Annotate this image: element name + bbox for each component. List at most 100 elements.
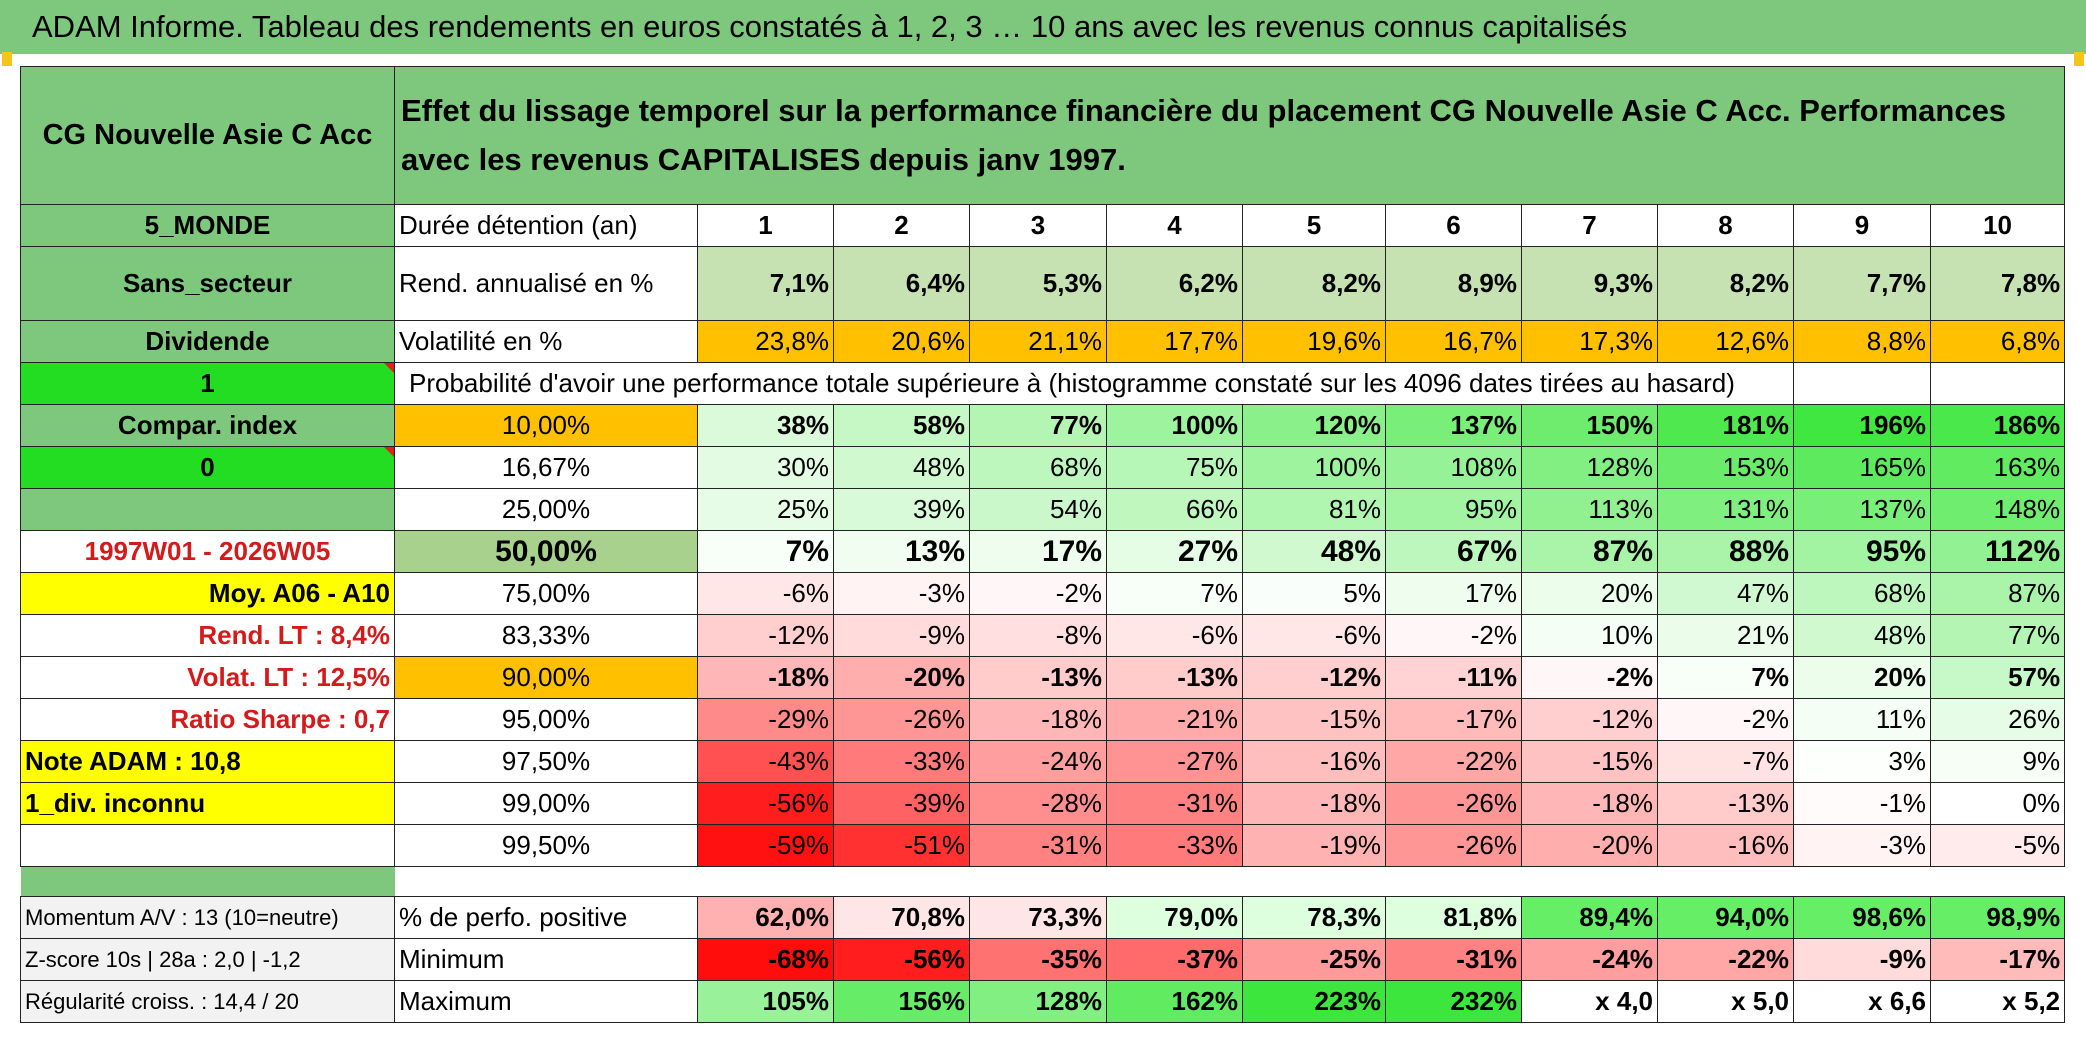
prob-value-cell: 95%: [1385, 488, 1522, 531]
corner-marker: [2, 52, 12, 66]
prob-value-cell: -43%: [697, 740, 834, 783]
prob-value-cell: -17%: [1385, 698, 1522, 741]
years-row: 5_MONDE Durée détention (an) 1 2 3 4 5 6…: [20, 204, 2066, 247]
bottom-row-label: % de perfo. positive: [394, 896, 698, 939]
prob-label: Probabilité d'avoir une performance tota…: [394, 362, 1794, 405]
prob-value-cell: -9%: [833, 614, 970, 657]
bottom-value-cell: 98,9%: [1929, 896, 2066, 939]
prob-value-cell: 48%: [833, 446, 970, 489]
spacer: [395, 867, 2065, 897]
prob-value-cell: -15%: [1521, 740, 1658, 783]
bottom-left-label: Momentum A/V : 13 (10=neutre): [20, 896, 395, 939]
prob-value-cell: 88%: [1657, 530, 1794, 573]
prob-value-cell: 67%: [1385, 530, 1522, 573]
bottom-value-cell: -68%: [697, 938, 834, 981]
bottom-row: Momentum A/V : 13 (10=neutre)% de perfo.…: [20, 896, 2066, 939]
prob-value-cell: -12%: [697, 614, 834, 657]
prob-value-cell: 100%: [1106, 404, 1243, 447]
spacer-green: [20, 866, 395, 897]
prob-value-cell: -13%: [969, 656, 1107, 699]
moy-label: Moy. A06 - A10: [20, 572, 395, 615]
rend-lt-label: Rend. LT : 8,4%: [20, 614, 395, 657]
prob-value-cell: -6%: [697, 572, 834, 615]
vol-cell: 8,8%: [1793, 320, 1931, 363]
prob-value-cell: 100%: [1242, 446, 1386, 489]
prob-threshold: 99,00%: [394, 782, 698, 825]
prob-value-cell: 163%: [1929, 446, 2066, 489]
compar-label: Compar. index: [20, 404, 395, 447]
prob-value-cell: 7%: [697, 530, 834, 573]
prob-row: Ratio Sharpe : 0,7 95,00% -29% -26% -18% -21…: [20, 698, 2066, 741]
vol-cell: 21,1%: [969, 320, 1107, 363]
bottom-value-cell: -25%: [1242, 938, 1386, 981]
sector-label: Sans_secteur: [20, 246, 395, 321]
prob-threshold: 90,00%: [394, 656, 698, 699]
prob-value-cell: -24%: [969, 740, 1107, 783]
prob-value-cell: -27%: [1106, 740, 1243, 783]
prob-row: Rend. LT : 8,4% 83,33% -12% -9% -8% -6% -6% -2…: [20, 614, 2066, 657]
prob-value-cell: 54%: [969, 488, 1107, 531]
zone-label: 5_MONDE: [20, 204, 395, 247]
bottom-value-cell: 70,8%: [833, 896, 970, 939]
prob-value-cell: 17%: [969, 530, 1107, 573]
prob-value-cell: 81%: [1242, 488, 1386, 531]
prob-value-cell: 20%: [1521, 572, 1658, 615]
prob-value-cell: 47%: [1657, 572, 1794, 615]
rend-row: Sans_secteur Rend. annualisé en % 7,1% 6…: [20, 246, 2066, 321]
note-label: Note ADAM : 10,8: [20, 740, 395, 783]
prob-value-cell: 30%: [697, 446, 834, 489]
vol-label: Volatilité en %: [394, 320, 698, 363]
prob-value-cell: 68%: [969, 446, 1107, 489]
bottom-value-cell: 78,3%: [1242, 896, 1386, 939]
prob-row: 0 16,67% 30% 48% 68% 75% 100% 108% 128% 153% 165%…: [20, 446, 2066, 489]
empty-cell: [1929, 362, 2066, 405]
prob-value-cell: -51%: [833, 824, 970, 867]
prob-value-cell: -6%: [1106, 614, 1243, 657]
prob-threshold: 97,50%: [394, 740, 698, 783]
prob-value-cell: 25%: [697, 488, 834, 531]
prob-value-cell: 131%: [1657, 488, 1794, 531]
prob-value-cell: 20%: [1793, 656, 1931, 699]
prob-threshold: 83,33%: [394, 614, 698, 657]
div-inconnu-label: 1_div. inconnu: [20, 782, 395, 825]
rend-cell: 7,8%: [1929, 246, 2066, 321]
prob-value-cell: -18%: [1521, 782, 1658, 825]
prob-value-cell: 3%: [1793, 740, 1931, 783]
prob-value-cell: -16%: [1657, 824, 1794, 867]
prob-value-cell: -12%: [1521, 698, 1658, 741]
prob-value-cell: -13%: [1657, 782, 1794, 825]
bottom-row: Régularité croiss. : 14,4 / 20 Maximum 105…: [20, 980, 2066, 1023]
prob-value-cell: 75%: [1106, 446, 1243, 489]
prob-value-cell: -31%: [1106, 782, 1243, 825]
bottom-value-cell: 232%: [1385, 980, 1522, 1023]
prob-value-cell: 48%: [1242, 530, 1386, 573]
volat-lt-label: Volat. LT : 12,5%: [20, 656, 395, 699]
prob-value-cell: -2%: [1521, 656, 1658, 699]
bottom-value-cell: x 6,6: [1793, 980, 1931, 1023]
prob-value-cell: -18%: [1242, 782, 1386, 825]
prob-value-cell: -15%: [1242, 698, 1386, 741]
prob-value-cell: -7%: [1657, 740, 1794, 783]
prob-value-cell: 196%: [1793, 404, 1931, 447]
bottom-value-cell: 98,6%: [1793, 896, 1931, 939]
period-label: 1997W01 - 2026W05: [20, 530, 395, 573]
prob-threshold: 10,00%: [394, 404, 698, 447]
prob-value-cell: 48%: [1793, 614, 1931, 657]
prob-threshold: 95,00%: [394, 698, 698, 741]
prob-threshold: 75,00%: [394, 572, 698, 615]
prob-value-cell: 186%: [1929, 404, 2066, 447]
prob-value-cell: 113%: [1521, 488, 1658, 531]
prob-row: 25,00% 25% 39% 54% 66% 81% 95% 113% 131% 137% 148%: [20, 488, 2066, 531]
prob-value-cell: 137%: [1793, 488, 1931, 531]
rend-cell: 8,2%: [1657, 246, 1794, 321]
bottom-value-cell: -35%: [969, 938, 1107, 981]
prob-value-cell: 38%: [697, 404, 834, 447]
bottom-value-cell: 223%: [1242, 980, 1386, 1023]
bottom-value-cell: -17%: [1929, 938, 2066, 981]
empty-cell: [1793, 362, 1931, 405]
report-title: ADAM Informe. Tableau des rendements en …: [0, 0, 2086, 54]
bottom-value-cell: -31%: [1385, 938, 1522, 981]
prob-value-cell: -20%: [833, 656, 970, 699]
prob-row: Moy. A06 - A10 75,00% -6% -3% -2% 7% 5% 17% 20%…: [20, 572, 2066, 615]
year-header: 9: [1793, 204, 1931, 247]
